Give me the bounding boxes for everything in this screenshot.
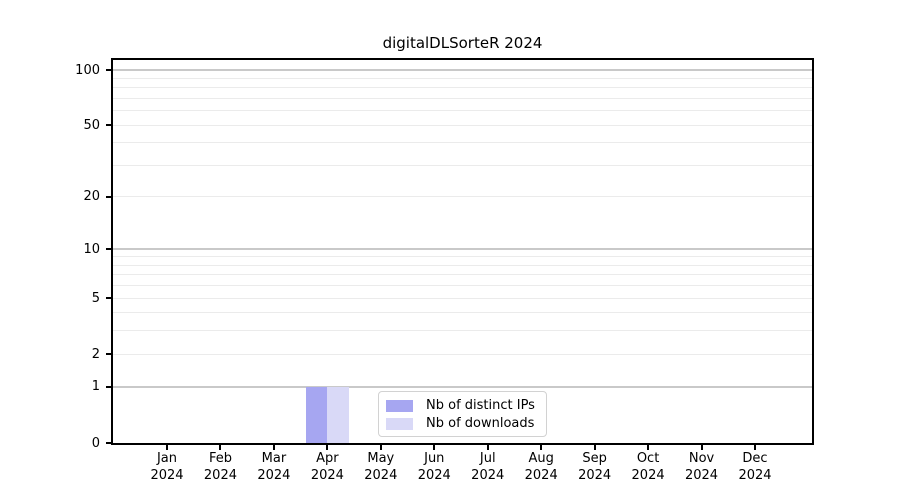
x-axis-tick bbox=[593, 445, 596, 450]
legend-swatch-nb-of-distinct-ips bbox=[386, 400, 413, 412]
x-axis-tick-label: Oct 2024 bbox=[631, 451, 665, 483]
x-axis-tick bbox=[754, 445, 756, 450]
legend: Nb of distinct IPs Nb of downloads bbox=[378, 391, 547, 437]
y-axis-tick bbox=[106, 297, 113, 300]
y-axis-tick-label: 0 bbox=[91, 435, 100, 451]
bar-nb-of-distinct-ips bbox=[305, 386, 328, 443]
y-axis-tick bbox=[106, 69, 113, 71]
x-axis-tick bbox=[272, 445, 275, 450]
y-gridline-minor bbox=[113, 110, 812, 112]
y-gridline-minor bbox=[113, 77, 812, 79]
legend-entry-nb-of-distinct-ips: Nb of distinct IPs bbox=[386, 397, 538, 415]
x-axis-tick bbox=[700, 445, 703, 450]
legend-entry-nb-of-downloads: Nb of downloads bbox=[386, 415, 538, 433]
x-axis-tick bbox=[379, 445, 382, 450]
y-gridline-minor bbox=[113, 353, 812, 355]
bar-nb-of-downloads bbox=[327, 386, 350, 443]
x-axis-tick-label: Dec 2024 bbox=[738, 451, 772, 483]
y-axis-tick bbox=[106, 248, 113, 251]
x-axis-tick-label: Mar 2024 bbox=[257, 451, 291, 483]
legend-label: Nb of downloads bbox=[426, 416, 535, 431]
y-axis-tick bbox=[106, 442, 113, 444]
y-gridline-minor bbox=[113, 196, 812, 198]
y-gridline-minor bbox=[113, 297, 812, 299]
y-gridline-minor bbox=[113, 97, 812, 99]
x-axis-tick bbox=[647, 445, 650, 450]
chart-title: digitalDLSorteR 2024 bbox=[382, 34, 543, 52]
legend-swatch-nb-of-downloads bbox=[386, 418, 413, 430]
x-axis-tick bbox=[540, 445, 543, 450]
y-gridline-major bbox=[113, 386, 812, 388]
x-axis-tick bbox=[486, 445, 489, 450]
y-axis-tick-label: 100 bbox=[75, 62, 100, 78]
y-axis-tick-label: 10 bbox=[83, 241, 100, 257]
y-axis-tick-label: 20 bbox=[83, 189, 100, 205]
x-axis-tick-label: Feb 2024 bbox=[203, 451, 237, 483]
x-axis-tick-label: May 2024 bbox=[364, 451, 398, 483]
x-axis-tick bbox=[433, 445, 436, 450]
x-axis-tick bbox=[219, 445, 222, 450]
y-axis-tick bbox=[106, 195, 113, 198]
y-gridline-minor bbox=[113, 330, 812, 332]
x-axis-tick-label: Jun 2024 bbox=[417, 451, 451, 483]
y-axis-tick-label: 2 bbox=[91, 346, 100, 362]
y-axis-tick bbox=[106, 353, 113, 356]
y-axis-tick-label: 50 bbox=[83, 117, 100, 133]
y-gridline-minor bbox=[113, 285, 812, 287]
y-gridline-minor bbox=[113, 264, 812, 266]
y-gridline-minor bbox=[113, 124, 812, 126]
y-gridline-minor bbox=[113, 274, 812, 276]
y-gridline-minor bbox=[113, 312, 812, 314]
y-axis-tick-label: 1 bbox=[91, 379, 100, 395]
y-axis-tick-label: 5 bbox=[91, 290, 100, 306]
y-gridline-major bbox=[113, 69, 812, 71]
x-axis-tick-label: Jan 2024 bbox=[150, 451, 184, 483]
y-gridline-minor bbox=[113, 256, 812, 258]
plot-area bbox=[111, 58, 814, 445]
y-axis-tick bbox=[106, 124, 113, 127]
x-axis-tick bbox=[326, 445, 329, 450]
legend-label: Nb of distinct IPs bbox=[426, 398, 535, 413]
x-axis-tick-label: Jul 2024 bbox=[471, 451, 505, 483]
x-axis-tick-label: Apr 2024 bbox=[310, 451, 344, 483]
y-gridline-major bbox=[113, 248, 812, 250]
y-gridline-minor bbox=[113, 87, 812, 89]
y-axis-tick bbox=[106, 385, 113, 388]
y-gridline-minor bbox=[113, 164, 812, 166]
x-axis-tick-label: Sep 2024 bbox=[578, 451, 612, 483]
x-axis-tick-label: Nov 2024 bbox=[684, 451, 719, 483]
y-gridline-minor bbox=[113, 142, 812, 144]
x-axis-tick bbox=[166, 445, 168, 450]
x-axis-tick-label: Aug 2024 bbox=[524, 451, 558, 483]
